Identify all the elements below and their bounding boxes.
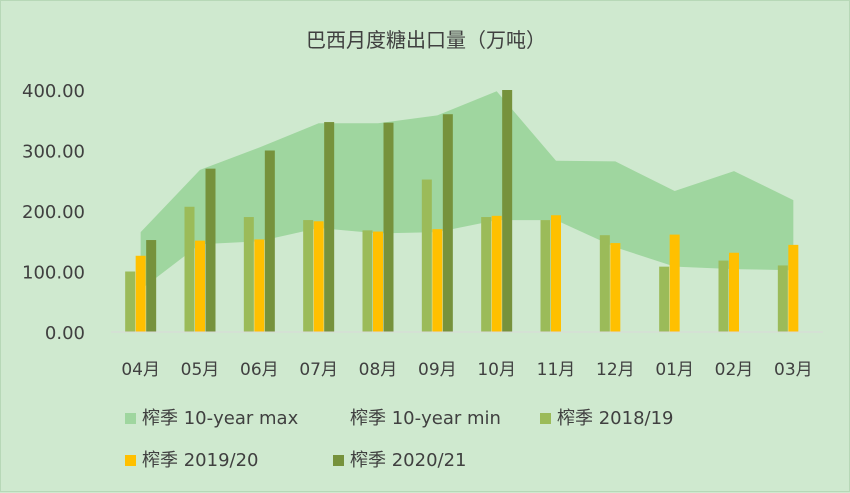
bar-s0-9 bbox=[659, 266, 670, 332]
x-tick-label-5: 09月 bbox=[418, 360, 457, 380]
bar-s1-11 bbox=[788, 244, 799, 332]
legend-swatch-4 bbox=[333, 455, 344, 466]
bar-s1-4 bbox=[373, 231, 383, 332]
bar-s1-1 bbox=[195, 240, 205, 332]
bar-s1-7 bbox=[551, 215, 561, 332]
legend-swatch-1 bbox=[333, 413, 344, 424]
y-tick-label-4: 400.00 bbox=[22, 81, 85, 102]
bar-s1-8 bbox=[610, 243, 621, 332]
legend-label-3: 榨季 2019/20 bbox=[142, 450, 259, 471]
bar-s1-10 bbox=[729, 252, 739, 332]
x-tick-label-1: 05月 bbox=[181, 360, 220, 380]
bar-s2-6 bbox=[502, 90, 513, 332]
bar-s1-5 bbox=[432, 229, 443, 332]
chart-title: 巴西月度糖出口量（万吨） bbox=[306, 28, 546, 52]
band-layer bbox=[140, 91, 794, 333]
bar-s1-2 bbox=[254, 239, 265, 332]
bar-s0-7 bbox=[540, 220, 551, 332]
legend-label-0: 榨季 10-year max bbox=[142, 408, 299, 429]
bar-s0-11 bbox=[777, 265, 788, 332]
bar-s0-0 bbox=[125, 271, 136, 332]
legend-swatch-3 bbox=[125, 455, 136, 466]
legend-swatch-2 bbox=[540, 413, 551, 424]
legend: 榨季 10-year max 榨季 10-year min 榨季 2018/19 榨季… bbox=[125, 408, 674, 471]
bar-layer bbox=[125, 90, 799, 332]
bar-s1-9 bbox=[669, 234, 680, 332]
bar-s2-4 bbox=[383, 122, 394, 332]
bar-s1-3 bbox=[313, 221, 324, 332]
bar-s1-0 bbox=[135, 255, 146, 332]
x-tick-label-3: 07月 bbox=[299, 360, 338, 380]
bar-s2-2 bbox=[264, 150, 275, 332]
x-tick-label-6: 10月 bbox=[477, 360, 516, 380]
bar-s2-1 bbox=[205, 168, 216, 332]
x-tick-label-2: 06月 bbox=[240, 360, 279, 380]
bar-s0-10 bbox=[718, 260, 729, 332]
y-tick-label-0: 0.00 bbox=[45, 323, 85, 344]
bar-s0-6 bbox=[481, 217, 492, 332]
x-tick-label-11: 03月 bbox=[774, 360, 813, 380]
bar-s0-5 bbox=[421, 179, 432, 332]
legend-swatch-0 bbox=[125, 413, 136, 424]
x-tick-label-0: 04月 bbox=[121, 360, 160, 380]
y-tick-label-3: 300.00 bbox=[22, 142, 85, 163]
bar-s0-8 bbox=[599, 235, 610, 332]
bar-s2-0 bbox=[146, 240, 157, 332]
x-tick-label-9: 01月 bbox=[655, 360, 694, 380]
legend-label-4: 榨季 2020/21 bbox=[350, 450, 467, 471]
x-tick-label-7: 11月 bbox=[537, 360, 576, 380]
y-tick-label-2: 200.00 bbox=[22, 202, 85, 223]
x-tick-label-4: 08月 bbox=[359, 360, 398, 380]
bar-s0-2 bbox=[243, 217, 254, 332]
bar-s0-4 bbox=[362, 230, 373, 332]
legend-label-1: 榨季 10-year min bbox=[350, 408, 501, 429]
legend-label-2: 榨季 2018/19 bbox=[557, 408, 674, 429]
axis-layer: 0.00 100.00 200.00 300.00 400.00 04月 05月 06月 07月… bbox=[22, 81, 823, 380]
bar-s0-3 bbox=[303, 220, 314, 332]
x-tick-label-10: 02月 bbox=[715, 360, 754, 380]
bar-s2-3 bbox=[324, 122, 335, 332]
x-tick-label-8: 12月 bbox=[596, 360, 635, 380]
bar-s2-5 bbox=[442, 114, 453, 332]
bar-s0-1 bbox=[184, 206, 195, 332]
bar-s1-6 bbox=[491, 215, 502, 332]
y-tick-label-1: 100.00 bbox=[22, 263, 85, 284]
